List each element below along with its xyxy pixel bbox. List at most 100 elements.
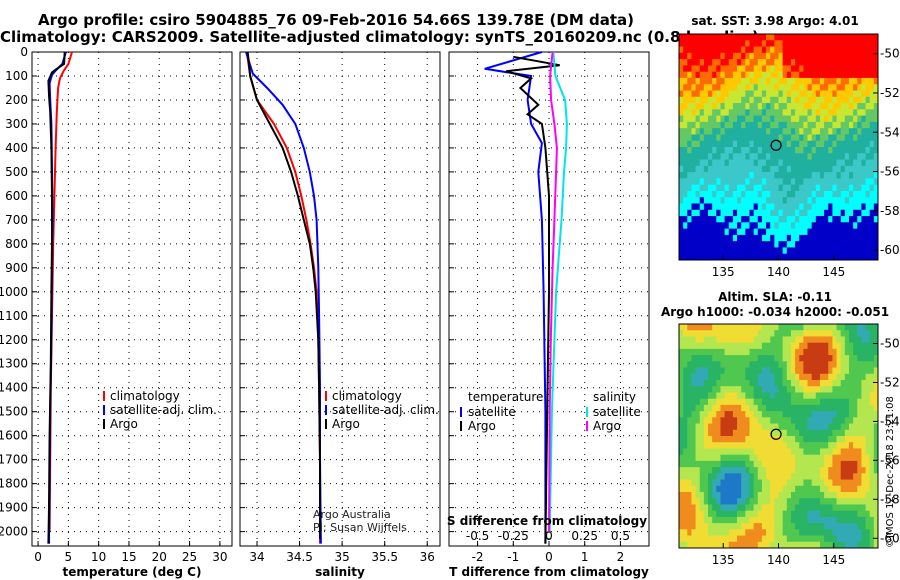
sst-map-pixel [778,241,784,248]
difference-series-salinity-satellite [548,51,568,532]
sst-map-pixel [720,165,726,173]
sla-map-pixel [836,504,842,512]
depth-tick-label: 900 [5,261,28,275]
sst-map-pixel [687,247,692,255]
sst-map-pixel [790,34,796,41]
sst-map-pixel [749,77,755,85]
sla-map-pixel [819,442,825,449]
sla-map-pixel [753,392,759,400]
sla-map-pixel [757,485,763,493]
sst-map-pixel [699,228,705,236]
sla-map-pixel [761,510,767,518]
sst-map-pixel [857,52,862,60]
sla-map-pixel [836,448,842,456]
sst-map-pixel [683,241,688,248]
sst-map-pixel [695,203,701,211]
sla-map-pixel [824,355,829,362]
sla-map-pixel [679,386,684,393]
sla-map-pixel [865,417,871,424]
sla-map-pixel [712,386,717,393]
sst-map-pixel [832,241,837,248]
sst-map-pixel [766,178,771,186]
sla-map-pixel [840,386,846,393]
sst-map-pixel [848,46,854,54]
sla-map-pixel [790,492,796,499]
sst-map-pixel [720,84,726,91]
sla-map-pixel [873,485,879,493]
sla-map-pixel [770,380,775,387]
sla-map-pixel [749,436,755,443]
sst-map-pixel [741,184,746,192]
sst-map-pixel [799,253,804,261]
sst-map-pixel [757,209,763,217]
sst-map-pixel [749,65,755,73]
sst-map-pixel [782,203,788,211]
sst-map-pixel [737,253,742,261]
sst-map-pixel [708,96,713,104]
sst-map-pixel [807,147,813,154]
sla-map-pixel [766,460,771,468]
sla-map-pixel [732,479,738,487]
sla-map-pixel [786,541,792,549]
sst-map-pixel [778,216,784,223]
sla-map-pixel [687,330,692,337]
sla-map-pixel [848,342,854,350]
sla-map-pixel [703,523,709,530]
sst-map-pixel [844,52,850,60]
sst-map-pixel [720,71,726,79]
sla-map-pixel [761,324,767,331]
sla-map-pixel [786,473,792,480]
sst-map-pixel [695,121,701,129]
sla-map-pixel [699,386,705,393]
sla-map-pixel [848,330,854,337]
sst-map-pixel [836,103,842,110]
sla-map-pixel [778,417,784,424]
sla-map-pixel [853,473,858,480]
sla-map-pixel [824,436,829,443]
sst-map-pixel [687,34,692,41]
sla-map-pixel [778,324,784,331]
sla-map-pixel [819,392,825,400]
sla-map-pixel [815,336,821,344]
sla-map-pixel [819,485,825,493]
sla-map-pixel [687,392,692,400]
sst-map-pixel [761,178,767,186]
sst-map-pixel [848,128,854,135]
sla-map-pixel [757,516,763,524]
sst-map-pixel [720,153,726,160]
sst-map-pixel [770,247,775,255]
sst-map-pixel [732,222,738,230]
difference-legend-temp-title: temperature [468,390,543,404]
sst-map-pixel [803,52,808,60]
sla-map-pixel [737,404,742,412]
sst-map-pixel [749,209,755,217]
sst-map-pixel [815,71,821,79]
sst-map-pixel [774,222,779,230]
sst-map-pixel [811,203,817,211]
sla-map-pixel [691,504,696,512]
sst-map-pixel [786,228,792,236]
sla-map-pixel [819,324,825,331]
sla-map-pixel [724,473,730,480]
sla-map-pixel [799,467,804,474]
sla-map-pixel [778,398,784,406]
sst-map-pixel [836,178,842,186]
sst-map-pixel [795,109,800,117]
sst-map-pixel [757,190,763,198]
sla-map-pixel [757,386,763,393]
sla-map-pixel [865,535,871,543]
sst-map-pixel [774,228,779,236]
sst-map-pixel [720,128,726,135]
sst-map-pixel [741,40,746,47]
sla-map-pixel [819,386,825,393]
sla-map-pixel [774,498,779,505]
sst-map-pixel [803,140,808,148]
sst-map-pixel [749,159,755,167]
sst-map-pixel [819,228,825,236]
sst-map-pixel [828,222,833,230]
sla-map-pixel [770,336,775,344]
sla-map-pixel [774,417,779,424]
sla-map-pixel [691,342,696,350]
sla-map-pixel [836,485,842,493]
sst-map-pixel [766,197,771,204]
